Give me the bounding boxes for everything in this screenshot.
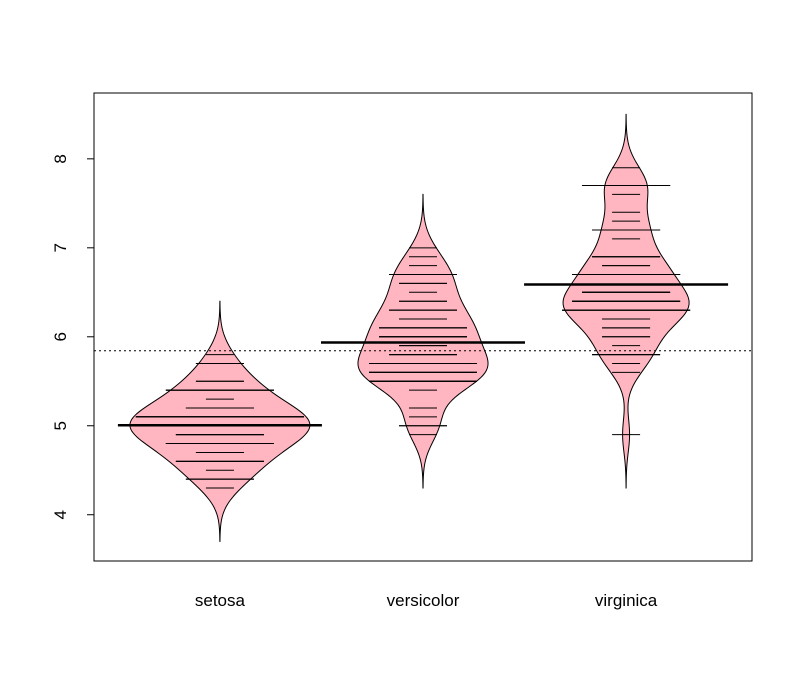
y-tick-label: 4 xyxy=(51,510,70,519)
y-tick-label: 6 xyxy=(51,332,70,341)
plot-frame xyxy=(93,92,753,562)
y-tick-label: 8 xyxy=(51,154,70,163)
x-tick-label: setosa xyxy=(195,591,246,610)
x-tick-label: versicolor xyxy=(387,591,460,610)
y-tick-label: 7 xyxy=(51,243,70,252)
y-tick-label: 5 xyxy=(51,421,70,430)
x-tick-label: virginica xyxy=(595,591,658,610)
bean xyxy=(129,300,311,542)
